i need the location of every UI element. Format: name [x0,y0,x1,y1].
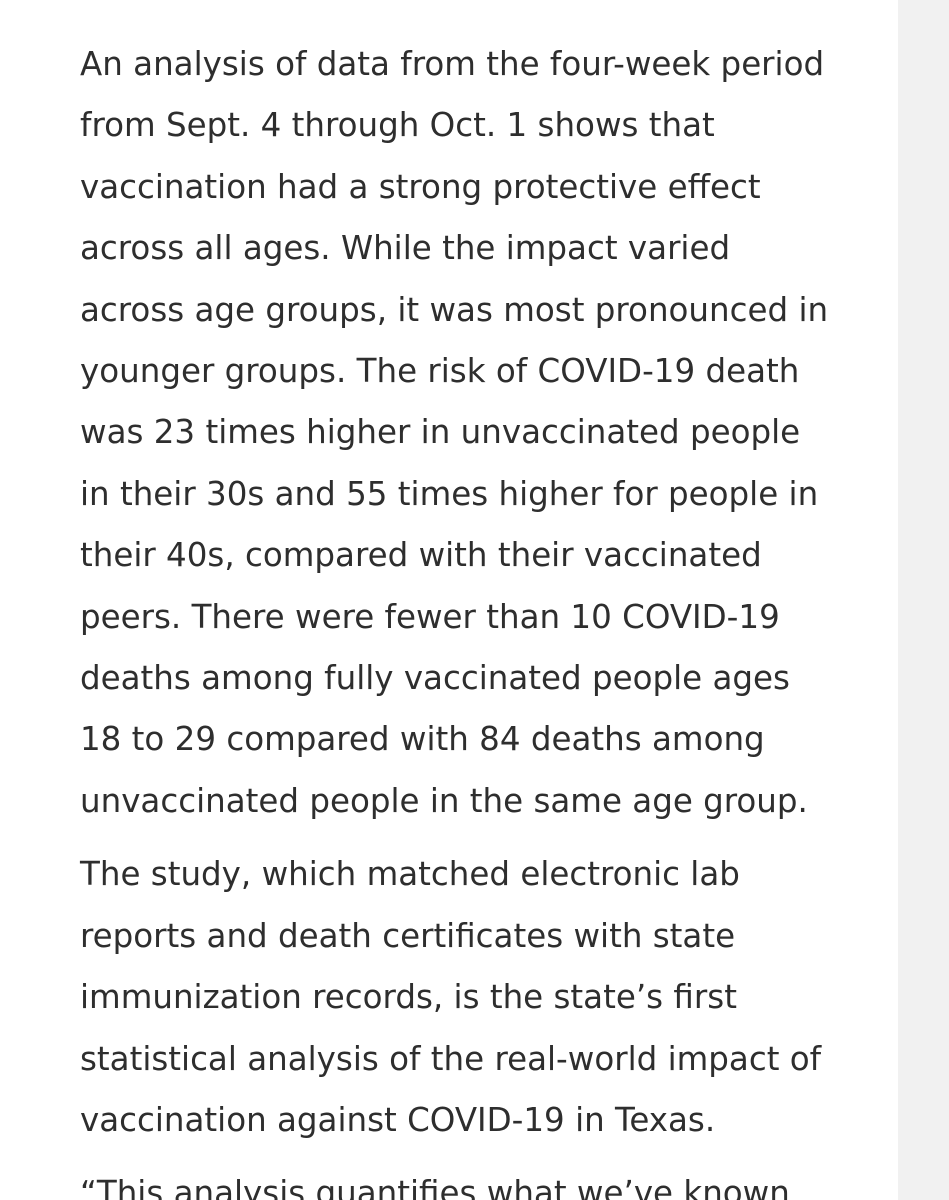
article-paragraph-2: The study, which matched electronic lab … [80,844,895,1151]
paragraph-line: deaths among fully vaccinated people age… [80,659,790,698]
paragraph-line: immunization records, is the state’s fir… [80,978,737,1017]
paragraph-line: statistical analysis of the real-world i… [80,1039,822,1078]
paragraph-line: across all ages. While the impact varied [80,229,731,268]
paragraph-line: vaccination against COVID-19 in Texas. [80,1100,716,1139]
paragraph-line: across age groups, it was most pronounce… [80,290,829,329]
paragraph-line: 18 to 29 compared with 84 deaths among [80,720,765,759]
paragraph-line: The study, which matched electronic lab [80,855,740,894]
paragraph-line: peers. There were fewer than 10 COVID-19 [80,597,780,636]
article-paragraph-1: An analysis of data from the four-week p… [80,34,895,832]
page-gutter [898,0,949,1200]
article-paragraph-3: “This analysis quantifies what we’ve kno… [80,1163,895,1200]
paragraph-line: “This analysis quantifies what we’ve kno… [80,1174,790,1200]
paragraph-line: An analysis of data from the four-week p… [80,45,825,83]
paragraph-line: vaccination had a strong protective effe… [80,167,761,206]
paragraph-line: younger groups. The risk of COVID-19 dea… [80,352,800,391]
paragraph-line: in their 30s and 55 times higher for peo… [80,474,819,513]
paragraph-line: reports and death certificates with stat… [80,916,736,955]
paragraph-line: was 23 times higher in unvaccinated peop… [80,413,801,452]
paragraph-line: their 40s, compared with their vaccinate… [80,536,762,575]
paragraph-line: unvaccinated people in the same age grou… [80,781,808,820]
paragraph-line: from Sept. 4 through Oct. 1 shows that [80,106,715,145]
article-body: An analysis of data from the four-week p… [80,34,895,1200]
article-content-area: An analysis of data from the four-week p… [80,34,895,1200]
